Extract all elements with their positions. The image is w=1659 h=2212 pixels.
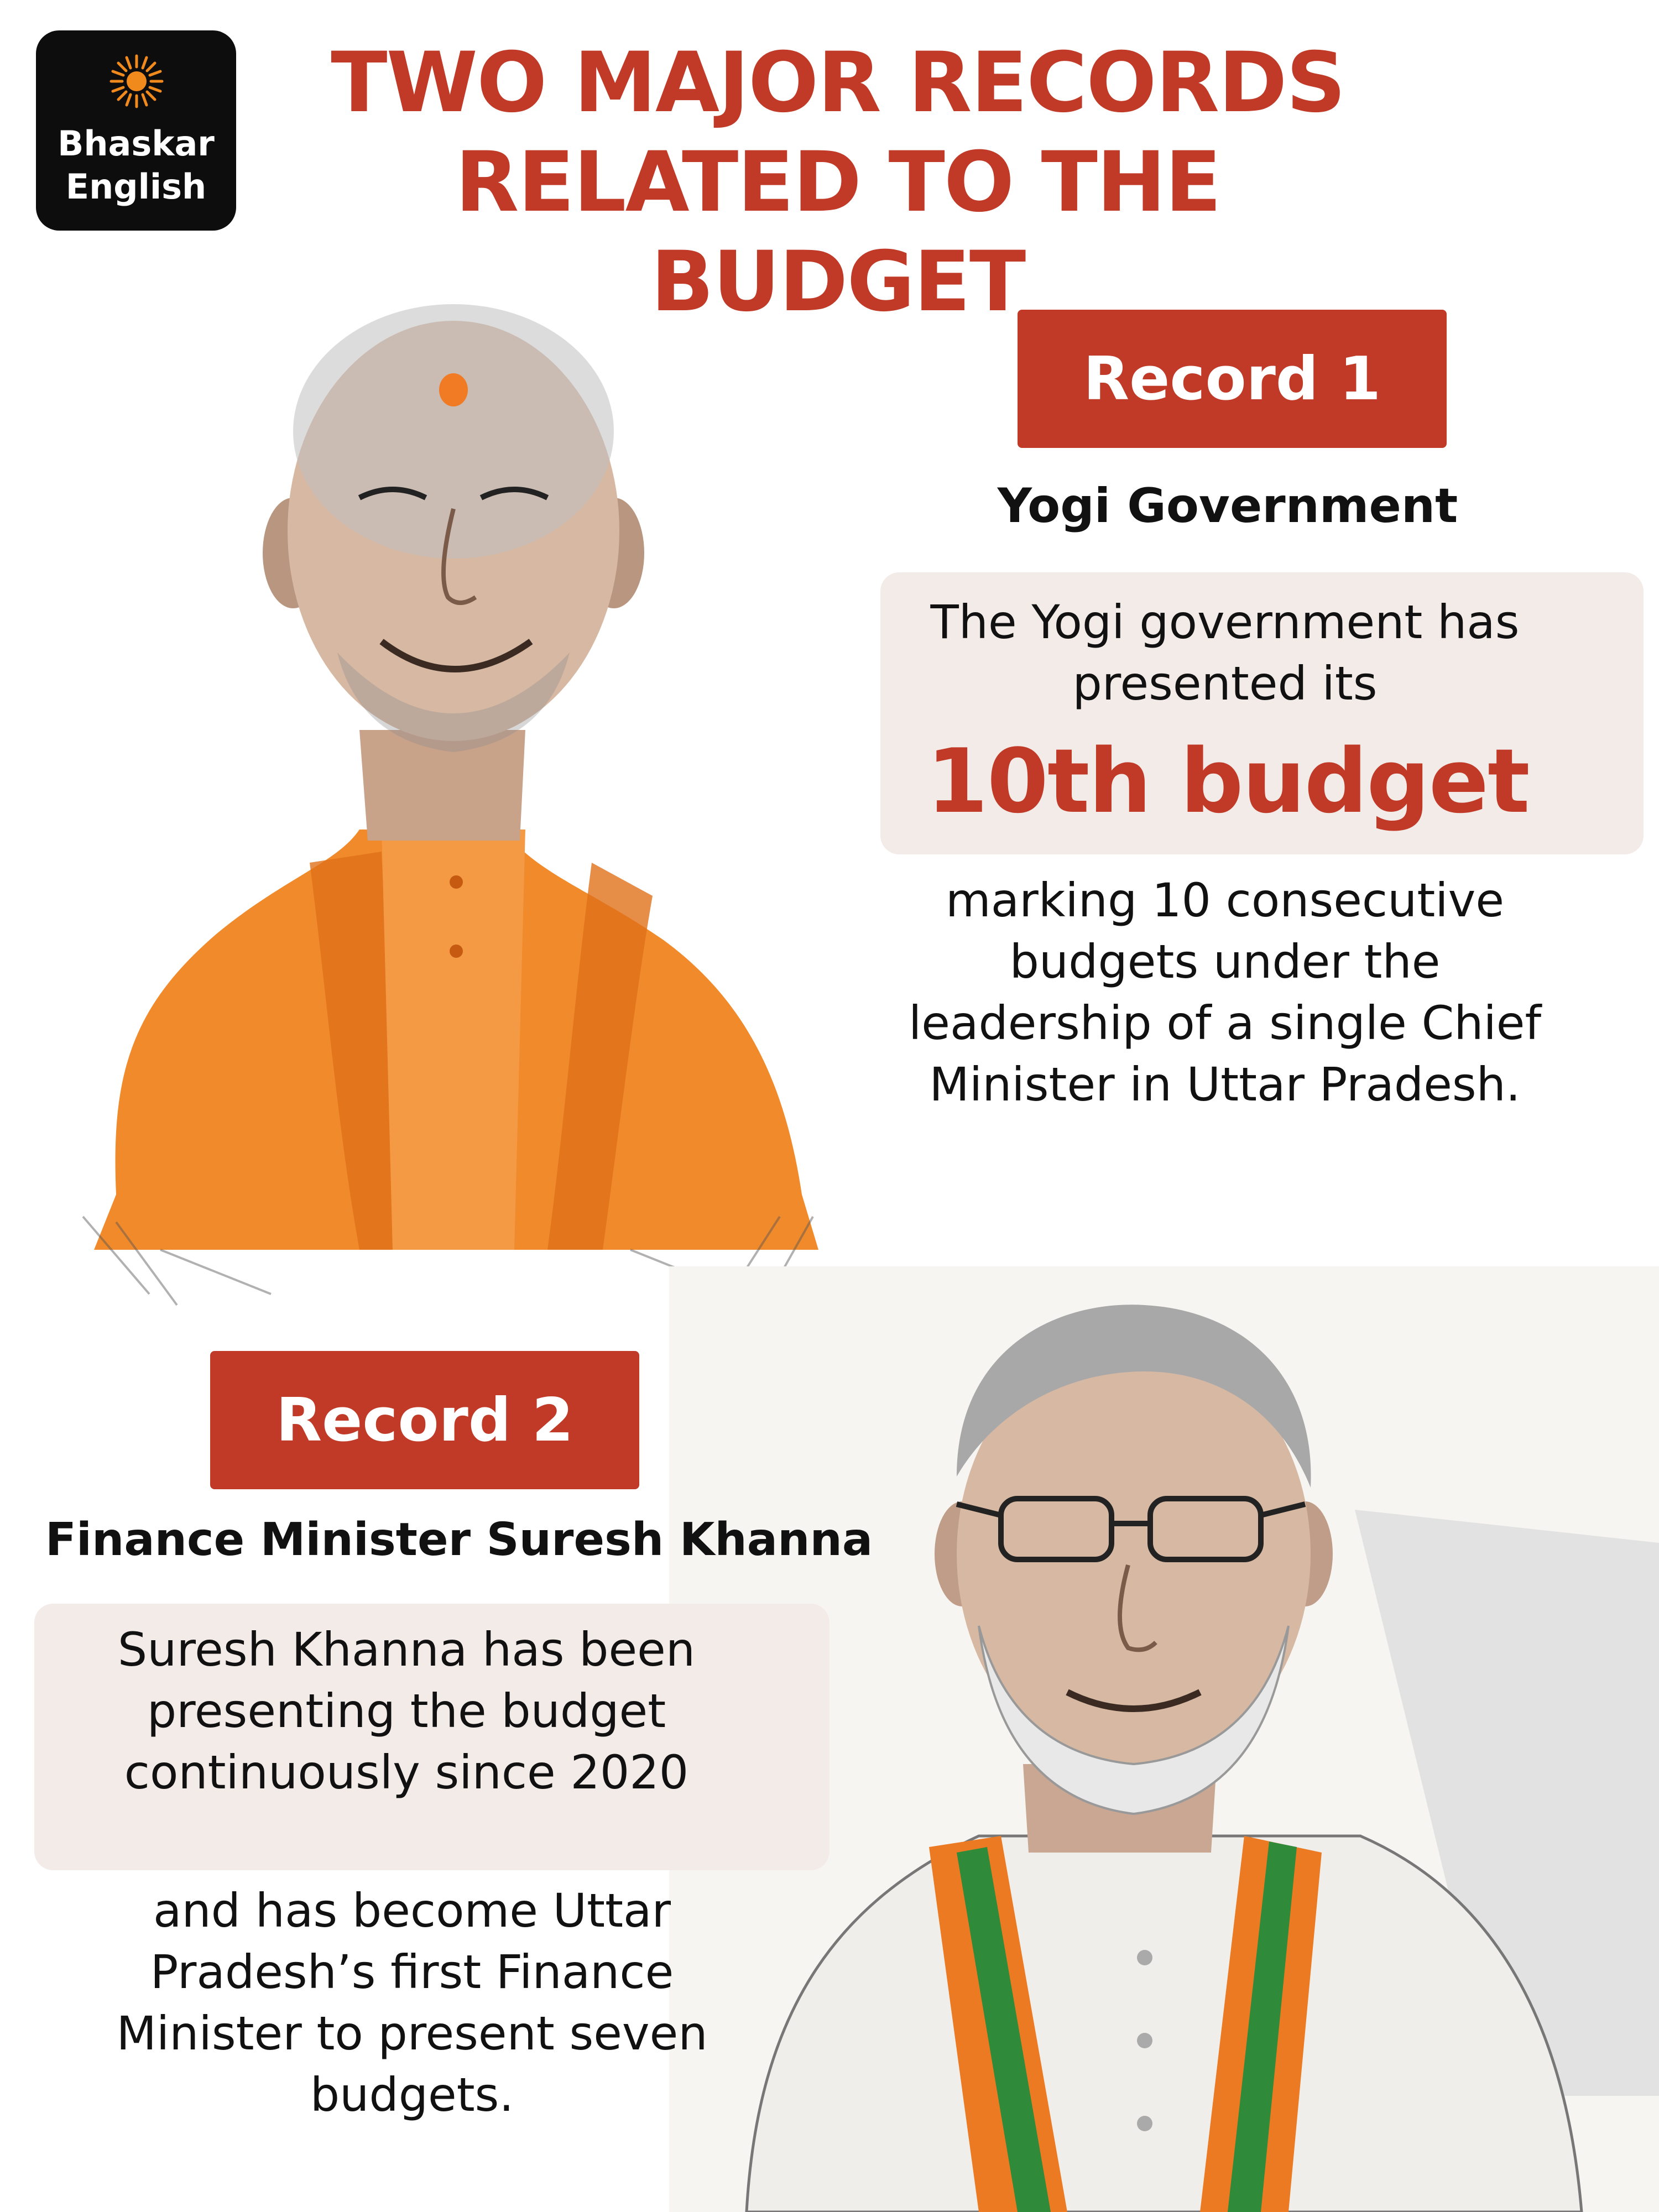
record-2-highlight-panel xyxy=(34,1604,830,1870)
sun-icon xyxy=(109,54,164,108)
record-1-badge: Record 1 xyxy=(1018,310,1447,448)
brand-logo: Bhaskar English xyxy=(36,30,236,231)
logo-line-2: English xyxy=(65,166,207,207)
record-2-badge: Record 2 xyxy=(210,1351,639,1489)
portrait-illustration-2 xyxy=(669,1266,1659,2212)
logo-line-1: Bhaskar xyxy=(58,123,215,164)
record-1-detail: marking 10 consecutive budgets under the… xyxy=(908,873,1542,1112)
record-1-highlight-panel xyxy=(880,572,1644,854)
record-2-detail: and has become Uttar Pradesh’s first Fin… xyxy=(116,1884,708,2122)
page-title: TWO MAJOR RECORDS RELATED TO THE BUDGET xyxy=(331,35,1346,330)
record-2-heading: Finance Minister Suresh Khanna xyxy=(45,1514,873,1566)
record-1-intro: The Yogi government has presented its xyxy=(930,595,1520,711)
record-1-heading: Yogi Government xyxy=(997,478,1458,534)
record-2-intro: Suresh Khanna has been presenting the bu… xyxy=(117,1623,696,1799)
record-1-highlight: 10th budget xyxy=(926,729,1530,833)
portrait-illustration-1 xyxy=(82,304,818,1306)
